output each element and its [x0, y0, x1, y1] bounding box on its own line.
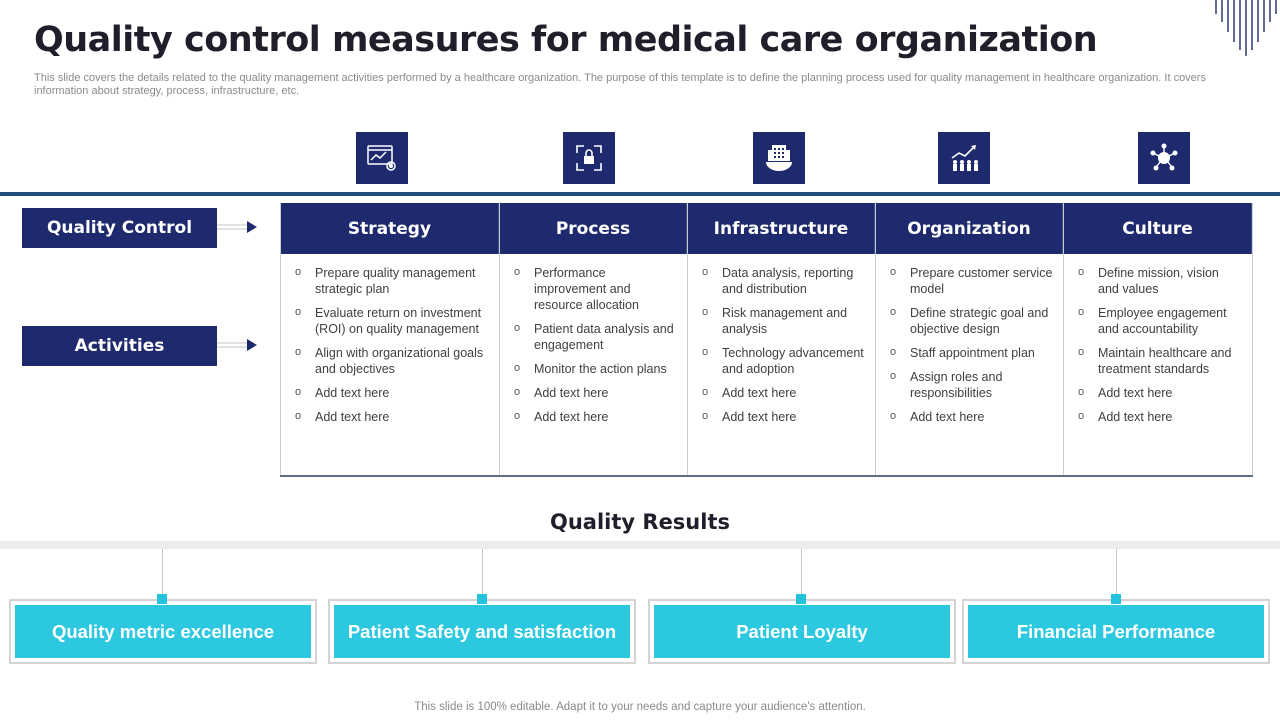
list-item: Define mission, vision and values: [1078, 264, 1242, 297]
list-item: Risk management and analysis: [702, 304, 865, 337]
list-item: Data analysis, reporting and distributio…: [702, 264, 865, 297]
list-item: Technology advancement and adoption: [702, 344, 865, 377]
column-heading: Culture: [1064, 203, 1252, 254]
results-band: [0, 541, 1280, 549]
list-item: Define strategic goal and objective desi…: [890, 304, 1053, 337]
list-item: Align with organizational goals and obje…: [295, 344, 489, 377]
activities-table: Strategy Prepare quality management stra…: [280, 203, 1253, 477]
list-item: Maintain healthcare and treatment standa…: [1078, 344, 1242, 377]
connector-line: [1116, 549, 1117, 595]
result-label: Financial Performance: [968, 605, 1264, 658]
list-item: Add text here: [702, 408, 865, 425]
column-heading: Infrastructure: [688, 203, 875, 254]
result-label: Patient Safety and satisfaction: [334, 605, 630, 658]
list-item: Prepare customer service model: [890, 264, 1053, 297]
list-item: Add text here: [295, 384, 489, 401]
list-item: Monitor the action plans: [514, 360, 677, 377]
global-building-icon: [753, 132, 805, 184]
result-card: Patient Loyalty: [648, 599, 956, 664]
list-item: Employee engagement and accountability: [1078, 304, 1242, 337]
result-card: Quality metric excellence: [9, 599, 317, 664]
list-item: Evaluate return on investment (ROI) on q…: [295, 304, 489, 337]
results-heading: Quality Results: [549, 510, 730, 534]
connector-line: [801, 549, 802, 595]
list-item: Performance improvement and resource all…: [514, 264, 677, 313]
connector-line: [482, 549, 483, 595]
secure-process-cycle-icon: [563, 132, 615, 184]
arrow-right-icon: [217, 339, 257, 351]
list-item: Add text here: [890, 408, 1053, 425]
connector-line: [162, 549, 163, 595]
list-item: Prepare quality management strategic pla…: [295, 264, 489, 297]
column-heading: Strategy: [281, 203, 499, 254]
connector-dot: [796, 594, 806, 604]
analytics-settings-icon: [356, 132, 408, 184]
list-item: Add text here: [1078, 384, 1242, 401]
column-heading: Organization: [876, 203, 1063, 254]
list-item: Staff appointment plan: [890, 344, 1053, 361]
result-label: Patient Loyalty: [654, 605, 950, 658]
column-heading: Process: [500, 203, 687, 254]
page-subtitle: This slide covers the details related to…: [34, 72, 1206, 97]
list-item: Add text here: [1078, 408, 1242, 425]
list-item: Patient data analysis and engagement: [514, 320, 677, 353]
column-organization: Organization Prepare customer service mo…: [875, 203, 1063, 475]
connector-dot: [1111, 594, 1121, 604]
list-item: Add text here: [514, 408, 677, 425]
column-process: Process Performance improvement and reso…: [499, 203, 687, 475]
result-label: Quality metric excellence: [15, 605, 311, 658]
list-item: Assign roles and responsibilities: [890, 368, 1053, 401]
list-item: Add text here: [514, 384, 677, 401]
connector-dot: [477, 594, 487, 604]
quality-control-label: Quality Control: [22, 208, 217, 248]
arrow-right-icon: [217, 221, 257, 233]
page-title: Quality control measures for medical car…: [34, 20, 1098, 60]
result-card: Patient Safety and satisfaction: [328, 599, 636, 664]
list-item: Add text here: [702, 384, 865, 401]
footer-note: This slide is 100% editable. Adapt it to…: [414, 701, 866, 713]
section-divider: [0, 192, 1280, 196]
result-card: Financial Performance: [962, 599, 1270, 664]
organization-growth-icon: [938, 132, 990, 184]
column-strategy: Strategy Prepare quality management stra…: [280, 203, 499, 475]
list-item: Add text here: [295, 408, 489, 425]
decorative-lines: [1215, 0, 1277, 56]
activities-label: Activities: [22, 326, 217, 366]
column-culture: Culture Define mission, vision and value…: [1063, 203, 1253, 475]
connector-dot: [157, 594, 167, 604]
column-infrastructure: Infrastructure Data analysis, reporting …: [687, 203, 875, 475]
team-culture-icon: [1138, 132, 1190, 184]
